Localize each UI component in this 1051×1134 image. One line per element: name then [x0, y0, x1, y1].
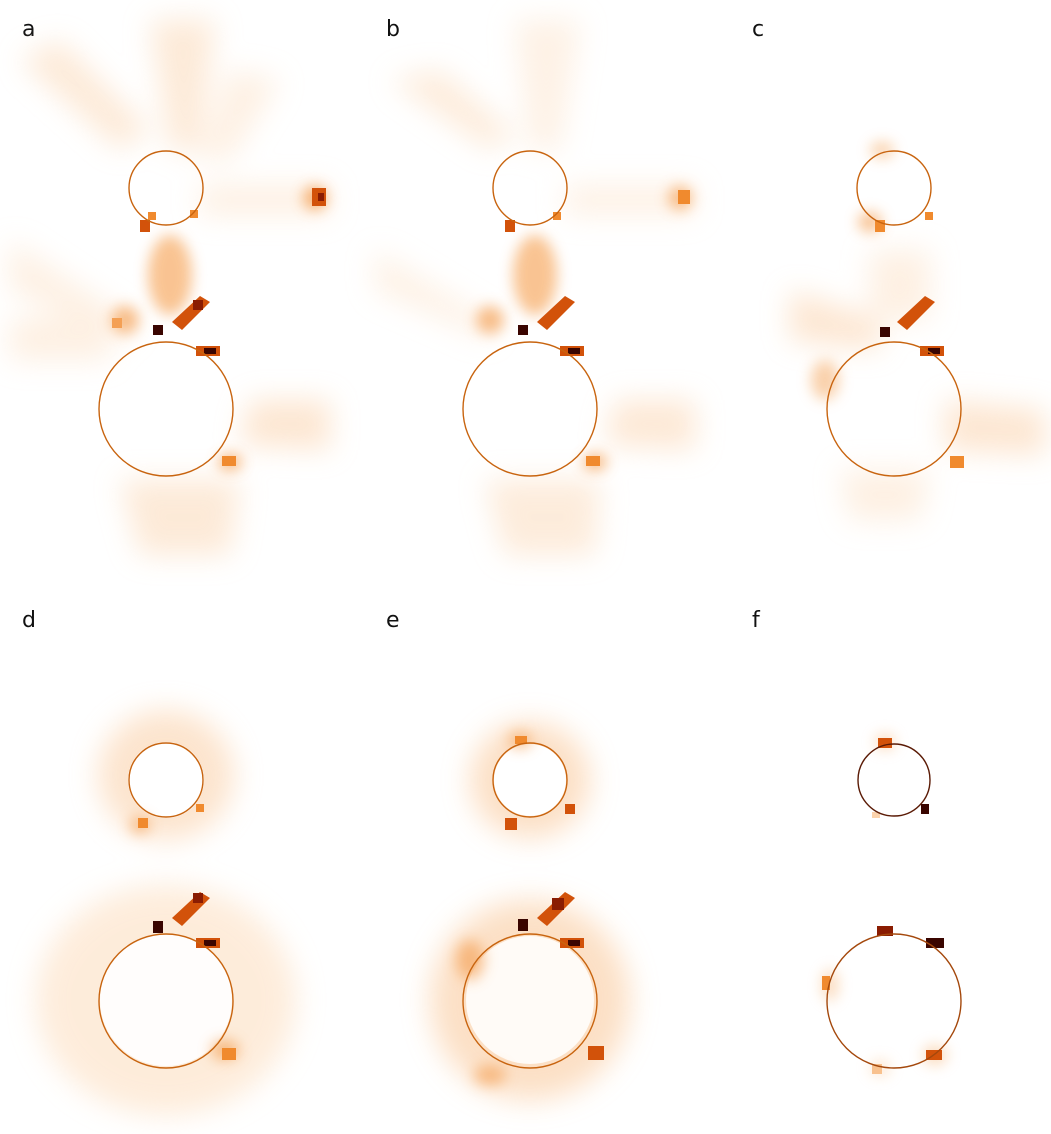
panel-e: e: [386, 608, 630, 1100]
panel-label: e: [386, 608, 400, 633]
heatmap-c: [790, 142, 1045, 520]
lower-ring: [98, 933, 234, 1069]
heatmap-f: [822, 734, 947, 1076]
panel-label: f: [752, 608, 761, 633]
upper-ring: [128, 742, 204, 818]
lower-ring: [826, 341, 962, 477]
panel-a: a: [10, 17, 330, 555]
panel-label: b: [386, 17, 400, 42]
upper-ring: [857, 743, 931, 817]
panel-label: c: [752, 17, 764, 42]
lower-ring: [98, 341, 234, 477]
upper-ring: [492, 150, 568, 226]
panel-label: a: [22, 17, 35, 42]
heatmap-d: [36, 710, 296, 1115]
heatmap-e: [430, 722, 630, 1100]
upper-ring: [128, 150, 204, 226]
upper-ring: [856, 150, 932, 226]
panel-f: f: [752, 608, 962, 1076]
lower-ring: [462, 933, 598, 1069]
heatmap-a: [10, 20, 330, 555]
lower-ring: [462, 341, 598, 477]
heatmap-b: [375, 20, 695, 555]
upper-ring: [492, 742, 568, 818]
panel-b: b: [375, 17, 695, 555]
panel-d: d: [22, 608, 296, 1115]
lower-ring: [826, 933, 962, 1069]
panel-label: d: [22, 608, 36, 633]
panel-c: c: [752, 17, 1045, 520]
